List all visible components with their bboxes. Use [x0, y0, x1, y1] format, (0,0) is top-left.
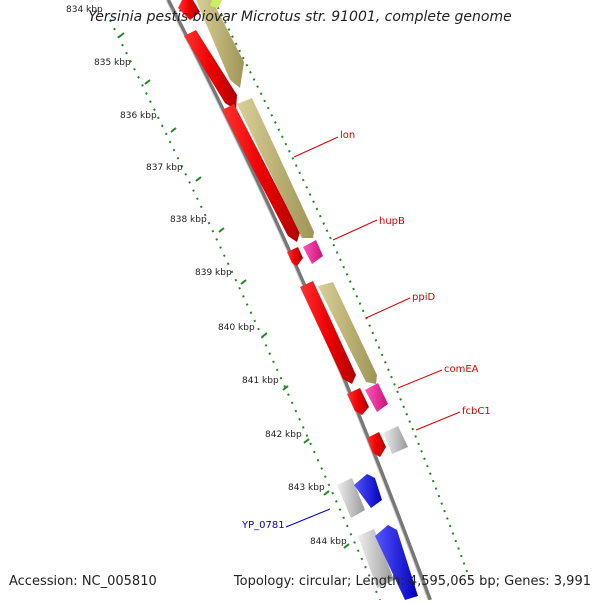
- label-leader-line: [332, 219, 378, 241]
- label-leader-line: [293, 136, 339, 158]
- kbp-label: 840 kbp: [218, 323, 255, 333]
- gene-feature[interactable]: [358, 529, 394, 588]
- kbp-label: 844 kbp: [310, 537, 347, 547]
- accession-text: Accession: NC_005810: [9, 574, 157, 589]
- red-features: [178, 0, 386, 457]
- label-leader-line: [397, 369, 443, 389]
- label-leader-line: [285, 508, 331, 528]
- scale-ticks: [118, 32, 350, 549]
- genome-summary-text: Topology: circular; Length: 4,595,065 bp…: [233, 574, 591, 589]
- gene-feature[interactable]: [184, 30, 237, 110]
- kbp-label: 836 kbp: [120, 111, 157, 121]
- label-leader-line: [415, 411, 461, 431]
- gene-feature[interactable]: [178, 0, 200, 20]
- gene-feature[interactable]: [300, 281, 356, 384]
- kbp-label: 842 kbp: [265, 430, 302, 440]
- kbp-label: 841 kbp: [242, 376, 279, 386]
- gene-label-fcbc1[interactable]: fcbC1: [462, 406, 491, 417]
- gene-labels: lon hupB ppiD comEA fcbC1 YP_0781: [241, 130, 491, 531]
- gene-label-hupb[interactable]: hupB: [379, 216, 405, 227]
- genome-title: Yersinia pestis biovar Microtus str. 910…: [88, 9, 512, 25]
- label-leader-line: [365, 297, 411, 319]
- kbp-labels: 834 kbp 835 kbp 836 kbp 837 kbp 838 kbp …: [66, 5, 347, 547]
- gene-feature[interactable]: [287, 247, 303, 266]
- gene-label-lines: [285, 136, 461, 528]
- genome-backbone: [166, 0, 432, 601]
- gray-features: [337, 426, 408, 588]
- kbp-label: 834 kbp: [66, 5, 103, 15]
- gene-feature[interactable]: [354, 474, 382, 508]
- gene-feature[interactable]: [383, 426, 408, 454]
- gene-feature[interactable]: [367, 432, 386, 457]
- olive-features: [196, 0, 377, 384]
- kbp-label: 837 kbp: [146, 163, 183, 173]
- gene-label-comea[interactable]: comEA: [444, 364, 479, 375]
- gene-feature[interactable]: [365, 383, 388, 412]
- genome-backbone-highlight: [165, 0, 429, 601]
- gene-label-lon[interactable]: lon: [340, 130, 355, 141]
- gene-feature[interactable]: [347, 388, 369, 415]
- gene-feature[interactable]: [337, 478, 365, 518]
- kbp-label: 838 kbp: [170, 215, 207, 225]
- gene-feature[interactable]: [222, 104, 300, 242]
- blue-features: [354, 474, 418, 600]
- gene-label-yp0781[interactable]: YP_0781: [241, 520, 285, 531]
- magenta-features: [303, 240, 388, 412]
- gene-feature[interactable]: [375, 525, 418, 600]
- gene-feature[interactable]: [237, 98, 314, 238]
- kbp-label: 843 kbp: [288, 483, 325, 493]
- gene-label-ppid[interactable]: ppiD: [412, 292, 435, 303]
- gene-feature[interactable]: [196, 0, 244, 88]
- outer-scale-line: [213, 0, 471, 581]
- kbp-label: 839 kbp: [195, 268, 232, 278]
- gene-feature[interactable]: [210, 0, 222, 8]
- gene-feature[interactable]: [318, 282, 377, 384]
- kbp-label: 835 kbp: [94, 58, 131, 68]
- gene-feature[interactable]: [303, 240, 323, 264]
